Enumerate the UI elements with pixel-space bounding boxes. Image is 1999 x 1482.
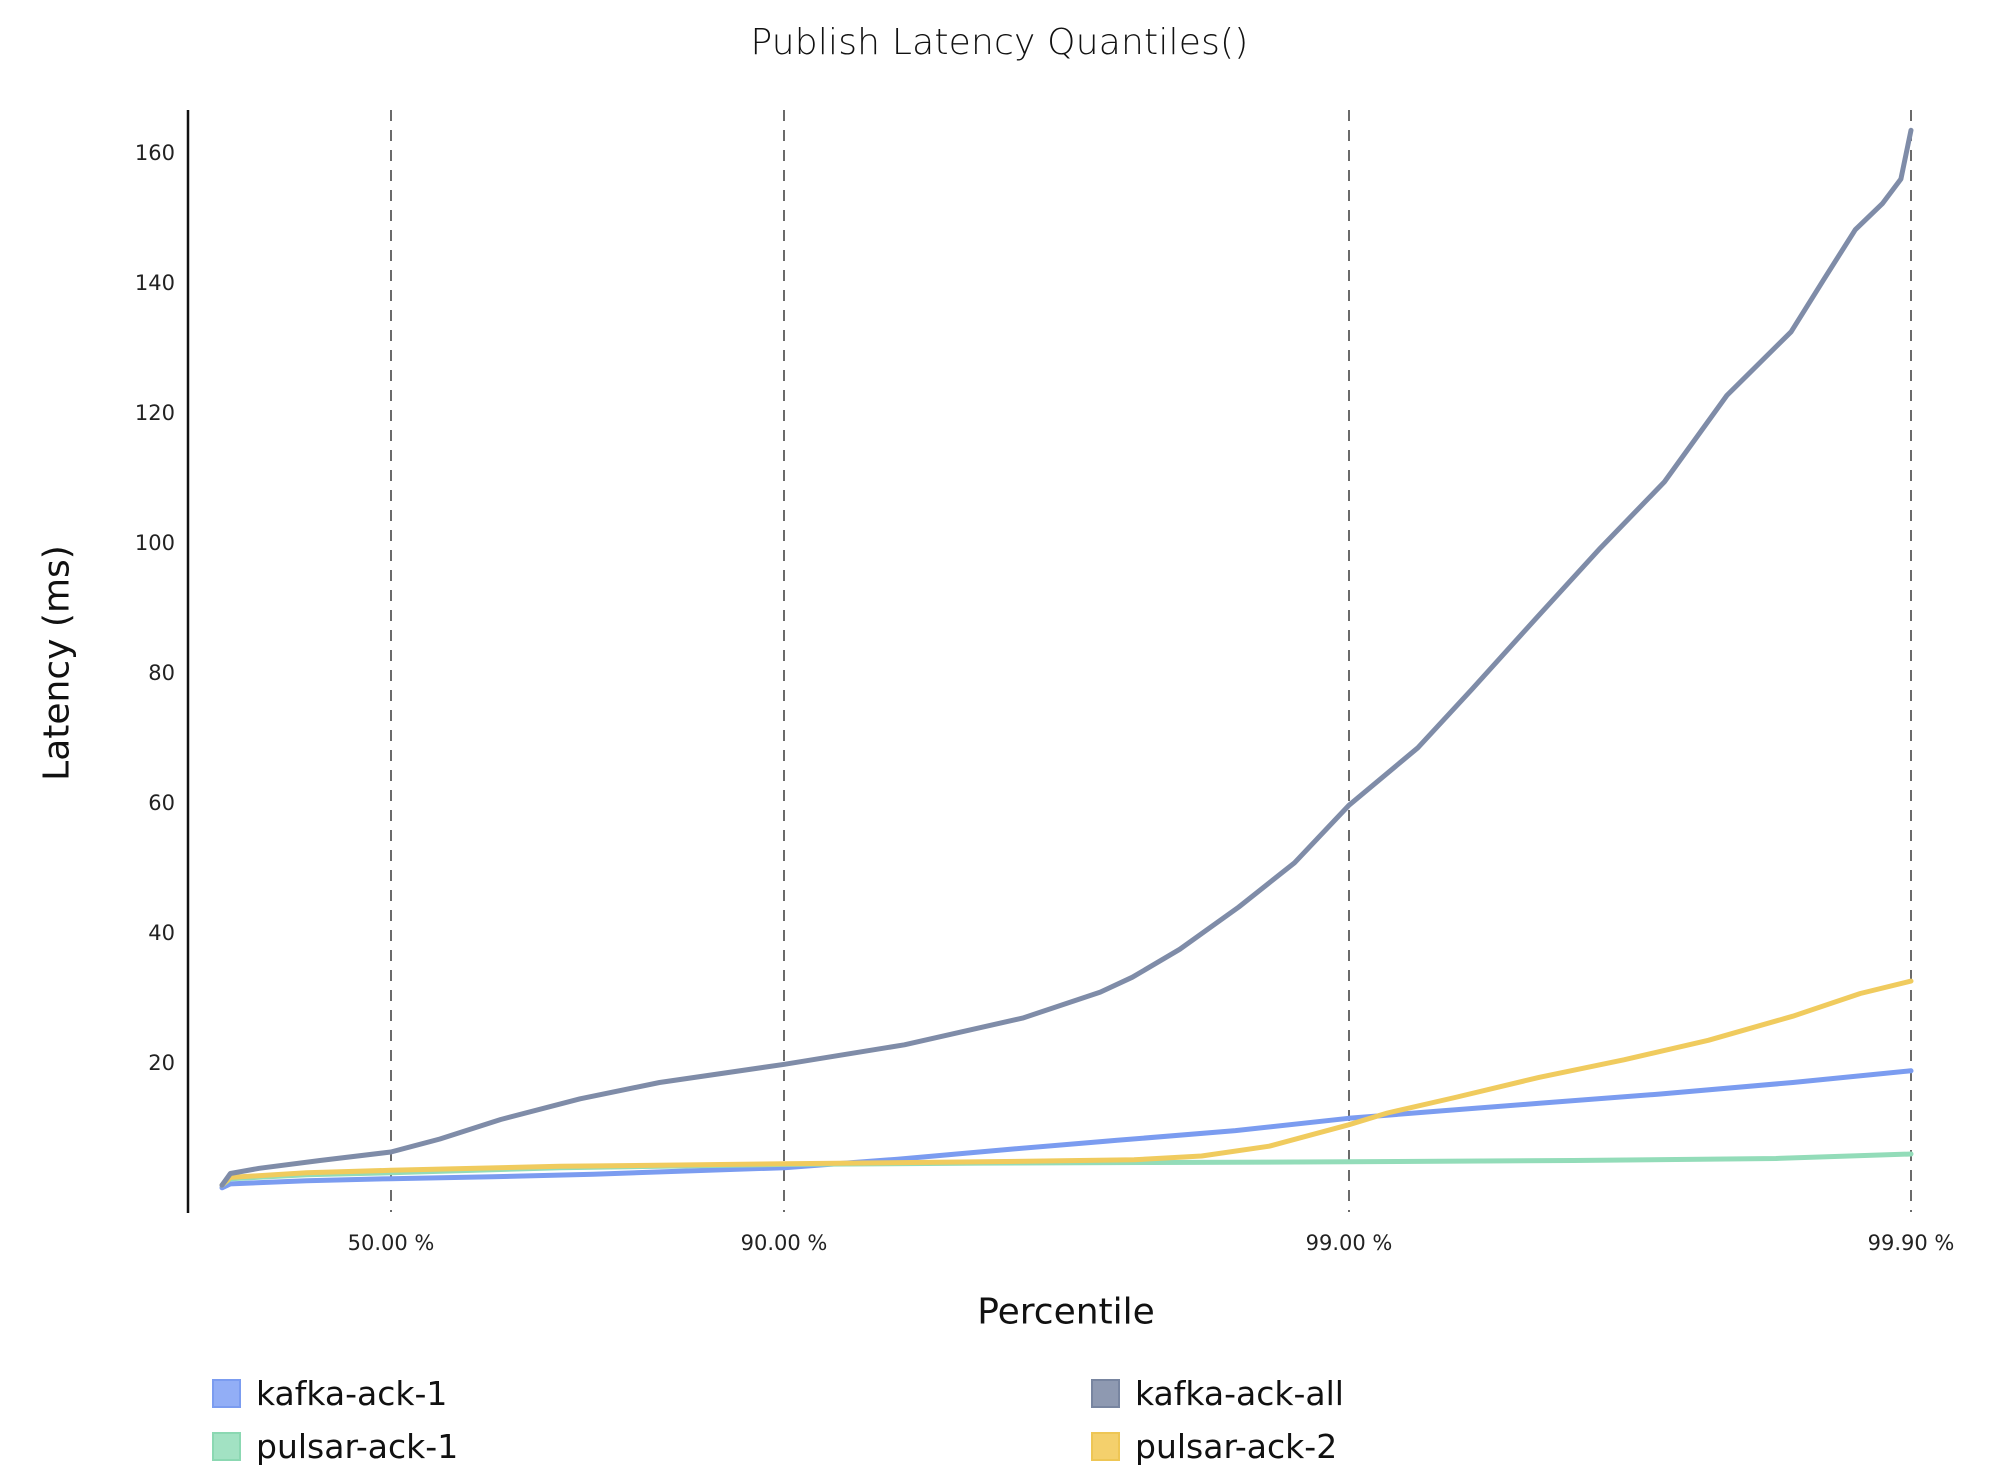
series-line-pulsar-ack-2 [219,978,1914,1188]
legend-item-kafka-ack-1[interactable]: kafka-ack-1 [212,1373,447,1413]
legend-swatch-icon [212,1431,241,1461]
legend-swatch-icon [1091,1431,1120,1461]
legend-swatch-icon [1091,1378,1120,1408]
series-line-kafka-ack-all [219,127,1914,1188]
series-lines [219,127,1914,1191]
legend-item-kafka-ack-all[interactable]: kafka-ack-all [1091,1373,1344,1413]
series-line-kafka-ack-1 [219,1068,1914,1191]
y-tick-label: 40 [148,921,175,945]
y-tick-label: 100 [134,531,175,555]
x-tick-label: 99.90 % [1867,1231,1955,1255]
legend-item-pulsar-ack-1[interactable]: pulsar-ack-1 [212,1426,458,1466]
y-tick-label: 140 [134,271,175,295]
y-tick-label: 80 [148,661,175,685]
gridlines [390,110,1912,1212]
x-tick-label: 99.00 % [1305,1231,1393,1255]
x-axis-label: Percentile [977,1291,1155,1333]
y-tick-label: 120 [134,401,175,425]
chart-title: Publish Latency Quantiles() [750,22,1249,63]
x-tick-label: 50.00 % [347,1231,435,1255]
y-tick-label: 20 [148,1051,175,1075]
legend-item-pulsar-ack-2[interactable]: pulsar-ack-2 [1091,1426,1337,1466]
legend-label: pulsar-ack-2 [1135,1426,1338,1466]
legend-swatch-icon [212,1378,241,1408]
y-tick-label: 60 [148,791,175,815]
legend-label: kafka-ack-all [1135,1373,1344,1413]
legend-label: pulsar-ack-1 [256,1426,459,1466]
y-tick-label: 160 [134,141,175,165]
legend-label: kafka-ack-1 [256,1373,448,1413]
x-tick-label: 90.00 % [740,1231,828,1255]
